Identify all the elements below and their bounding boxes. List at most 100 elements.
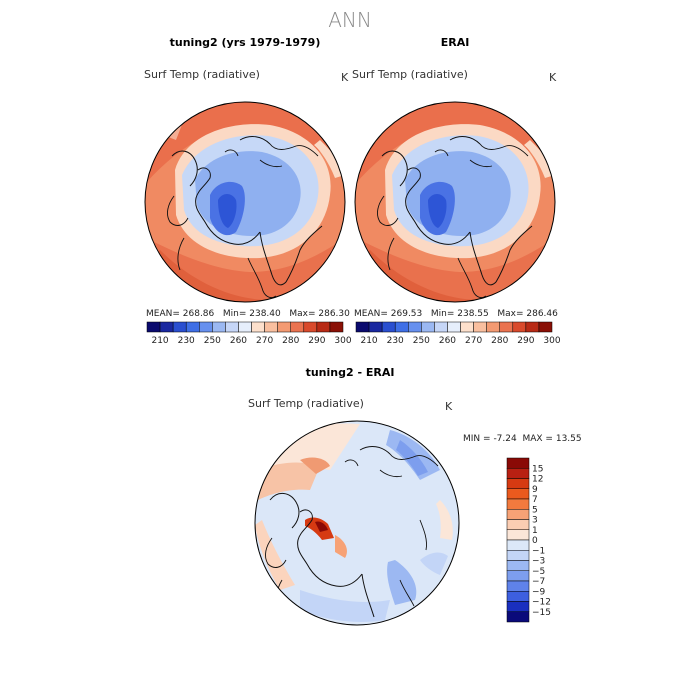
obs-colorbar-swatch [486,321,500,333]
model-mean-value: 268.86 [182,309,215,319]
model-colorbar-tick-label: 290 [308,336,325,346]
diff-colorbar-tick-label: 7 [532,495,538,505]
model-colorbar-swatch [264,321,278,333]
diff-colorbar-tick-label: 0 [532,536,538,546]
obs-colorbar: 210 230 250 260 270 280 290 300 [355,321,561,346]
diff-colorbar-tick-label: −1 [532,546,545,556]
model-mean-label: MEAN= [146,309,180,319]
model-colorbar-swatch [225,321,239,333]
obs-colorbar-swatch [460,321,474,333]
obs-colorbar-swatch [512,321,527,333]
diff-colorbar-swatch [506,591,530,602]
diff-min-value: -7.24 [493,434,517,444]
model-colorbar-swatch [199,321,213,333]
model-units-label: K [341,71,349,84]
obs-colorbar-swatch [447,321,461,333]
obs-colorbar-swatch [434,321,448,333]
model-colorbar-tick-label: 270 [256,336,273,346]
diff-colorbar-tick-label: 12 [532,475,543,485]
diff-colorbar-tick-label: −9 [532,587,546,597]
model-colorbar-swatch [172,321,187,333]
obs-colorbar-tick-label: 280 [491,336,508,346]
obs-colorbar-swatch [381,321,396,333]
obs-colorbar-tick-label: 300 [543,336,560,346]
obs-map [354,101,556,303]
diff-colorbar-swatch [506,529,530,541]
diff-colorbar-swatch [506,509,530,520]
obs-stats: MEAN= 269.53 Min= 238.55 Max= 286.46 [354,309,558,319]
model-colorbar-swatch [329,321,344,333]
diff-colorbar-swatch [506,570,530,582]
diff-colorbar-tick-label: −15 [532,608,551,618]
diff-colorbar-tick-label: −5 [532,567,545,577]
obs-colorbar-tick-label: 210 [360,336,377,346]
obs-max-label: Max= [497,309,524,319]
model-colorbar-swatch [159,321,174,333]
model-panel-title: tuning2 (yrs 1979-1979) [169,36,321,49]
model-colorbar-swatch [251,321,265,333]
diff-colorbar-swatch [506,601,530,612]
diff-colorbar-swatch [506,457,530,469]
diff-colorbar-swatch [506,478,530,489]
model-colorbar-swatch [238,321,252,333]
obs-colorbar-swatch [368,321,383,333]
obs-colorbar-swatch [525,321,540,333]
obs-panel-title: ERAI [440,36,470,49]
diff-colorbar-swatch [506,488,530,500]
obs-colorbar-tick-label: 230 [387,336,404,346]
diff-colorbar-swatch [506,560,530,571]
diff-colorbar-tick-label: 15 [532,464,543,474]
obs-max-value: 286.46 [526,309,558,319]
diff-colorbar-tick-label: −3 [532,557,545,567]
obs-mean-label: MEAN= [354,309,388,319]
model-colorbar-swatch [303,321,318,333]
model-colorbar-tick-label: 300 [334,336,351,346]
model-colorbar-tick-label: 280 [282,336,299,346]
obs-colorbar-tick-label: 270 [465,336,482,346]
obs-colorbar-swatch [394,321,409,333]
model-colorbar-swatch [290,321,305,333]
diff-colorbar-tick-label: 9 [532,485,538,495]
obs-colorbar-swatch [355,321,370,333]
obs-colorbar-swatch [473,321,487,333]
model-colorbar-swatch [185,321,200,333]
diff-colorbar-swatch [506,550,530,561]
obs-colorbar-swatch [499,321,514,333]
model-colorbar-swatch [146,321,161,333]
model-colorbar-swatch [277,321,291,333]
diff-colorbar-tick-label: 1 [532,526,538,536]
diff-colorbar-swatch [506,580,530,592]
figure-title: ANN [328,8,372,32]
obs-min-label: Min= [430,309,455,319]
model-min-label: Min= [222,309,247,319]
model-colorbar-tick-label: 260 [230,336,247,346]
diff-units-label: K [445,400,453,413]
diff-map [254,420,460,626]
obs-colorbar-tick-label: 260 [439,336,456,346]
obs-min-value: 238.55 [457,309,489,319]
model-colorbar-tick-label: 250 [204,336,221,346]
diff-colorbar-swatch [506,498,530,510]
diff-variable-label: Surf Temp (radiative) [248,397,364,410]
model-max-value: 286.30 [318,309,350,319]
diff-colorbar-tick-label: 3 [532,516,538,526]
obs-mean-value: 269.53 [390,309,423,319]
diff-panel-title: tuning2 - ERAI [305,366,395,379]
diff-colorbar-swatch [506,539,530,551]
obs-colorbar-swatch [421,321,435,333]
model-max-label: Max= [289,309,316,319]
model-stats: MEAN= 268.86 Min= 238.40 Max= 286.30 [146,309,350,319]
diff-max-value: 13.55 [555,434,582,444]
obs-units-label: K [549,71,557,84]
obs-colorbar-swatch [538,321,553,333]
diff-colorbar-tick-label: −12 [532,598,551,608]
obs-variable-label: Surf Temp (radiative) [352,68,468,81]
model-map [144,101,346,303]
model-colorbar-swatch [316,321,331,333]
obs-colorbar-swatch [408,321,422,333]
diff-min-label: MIN = [463,434,491,444]
diff-colorbar-swatch [506,519,530,530]
obs-colorbar-tick-label: 290 [517,336,534,346]
